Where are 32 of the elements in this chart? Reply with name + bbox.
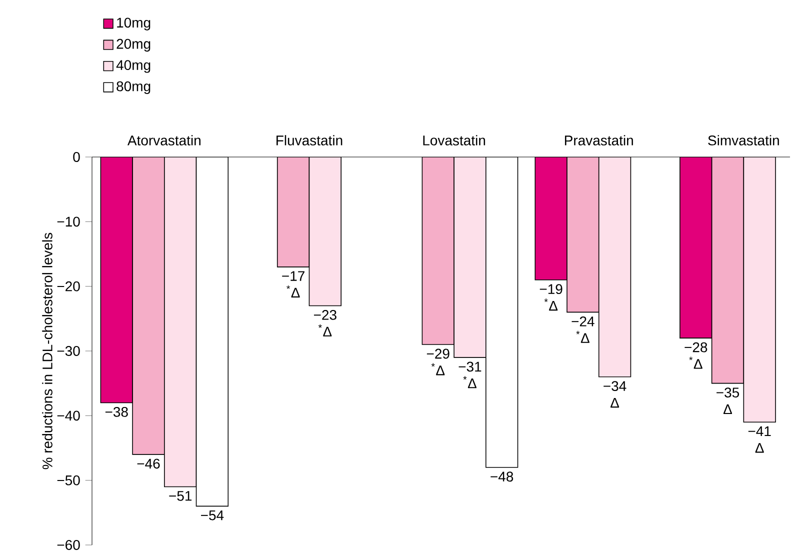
data-label: −38 bbox=[105, 407, 128, 417]
x-tick-label: Simvastatin bbox=[708, 135, 779, 146]
y-tick-label: −30 bbox=[57, 346, 80, 356]
legend-label: 80mg bbox=[116, 81, 150, 94]
data-label: −31 $^{*}$Δ bbox=[458, 362, 482, 388]
legend-label: 40mg bbox=[116, 60, 150, 73]
data-label: −23 $^{*}$Δ bbox=[314, 310, 336, 336]
y-tick-label: −20 bbox=[57, 281, 80, 292]
y-tick-label: 0 bbox=[73, 152, 80, 162]
data-label: −41 Δ bbox=[748, 426, 771, 453]
y-tick-label: −40 bbox=[57, 410, 80, 421]
data-label: −29 $^{*}$Δ bbox=[426, 348, 450, 376]
data-label: −54 bbox=[201, 510, 224, 520]
data-label: −51 bbox=[169, 491, 192, 501]
data-label: −46 bbox=[137, 458, 160, 469]
x-tick-label: Pravastatin bbox=[564, 135, 633, 146]
y-tick-label: −60 bbox=[57, 540, 80, 550]
data-label: −48 bbox=[490, 472, 514, 482]
x-tick-label: Lovastatin bbox=[423, 135, 486, 146]
x-tick-label: Atorvastatin bbox=[127, 135, 200, 146]
y-axis-title: % reductions in LDL-cholesterol levels bbox=[42, 232, 52, 470]
data-label: −17 $^{*}$Δ bbox=[282, 271, 304, 298]
y-tick-label: −50 bbox=[57, 475, 80, 486]
data-label: −24 $^{*}$Δ bbox=[572, 316, 594, 343]
data-label: −19 $^{*}$Δ bbox=[540, 284, 562, 311]
data-label: −35 Δ bbox=[716, 388, 740, 414]
x-tick-label: Fluvastatin bbox=[276, 135, 342, 146]
data-label: −28 $^{*}$Δ bbox=[684, 342, 708, 369]
legend-label: 10mg bbox=[117, 18, 150, 30]
legend-label: 20mg bbox=[116, 38, 150, 52]
data-label: −34 Δ bbox=[604, 381, 626, 408]
y-tick-label: −10 bbox=[57, 216, 80, 227]
